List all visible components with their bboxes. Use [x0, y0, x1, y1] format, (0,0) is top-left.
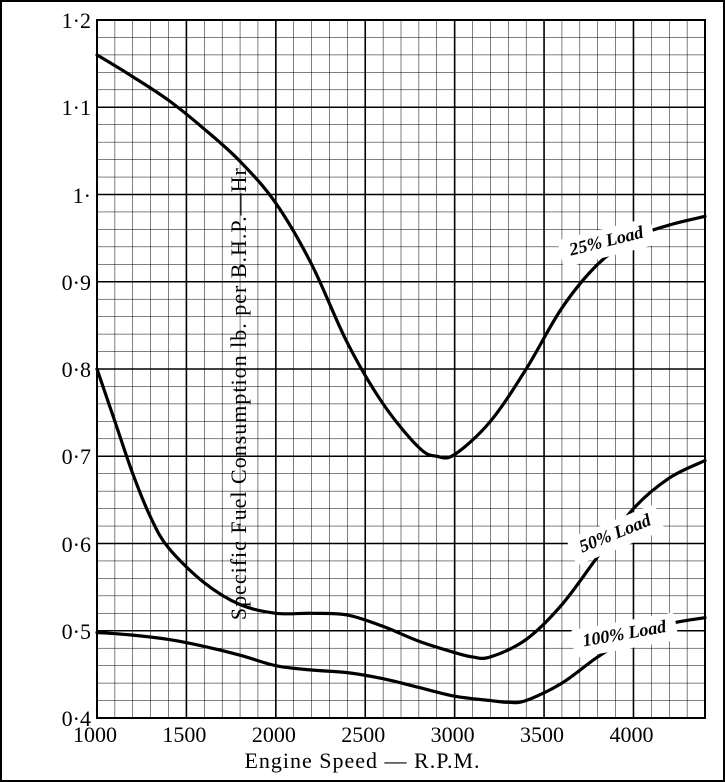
chart-plot: 25% Load50% Load100% Load [2, 2, 723, 780]
y-tick-label: 1· [73, 183, 91, 209]
x-tick-label: 3000 [431, 722, 475, 748]
y-tick-label: 0·9 [62, 270, 91, 296]
x-tick-label: 4000 [609, 722, 653, 748]
y-tick-label: 0·6 [62, 532, 91, 558]
y-tick-label: 0·8 [62, 357, 91, 383]
y-tick-label: 0·7 [62, 444, 91, 470]
x-tick-label: 2500 [341, 722, 385, 748]
y-tick-label: 1·2 [62, 8, 91, 34]
x-axis-label: Engine Speed — R.P.M. [2, 748, 723, 774]
y-tick-label: 1·1 [62, 95, 91, 121]
x-tick-label: 1500 [162, 722, 206, 748]
y-axis-label: Specific Fuel Consumption lb. per B.H.P.… [226, 162, 252, 620]
y-tick-label: 0·5 [62, 619, 91, 645]
x-tick-label: 3500 [520, 722, 564, 748]
x-tick-label: 2000 [252, 722, 296, 748]
y-tick-label: 0·4 [62, 706, 91, 732]
chart-frame: 25% Load50% Load100% Load Specific Fuel … [0, 0, 725, 782]
